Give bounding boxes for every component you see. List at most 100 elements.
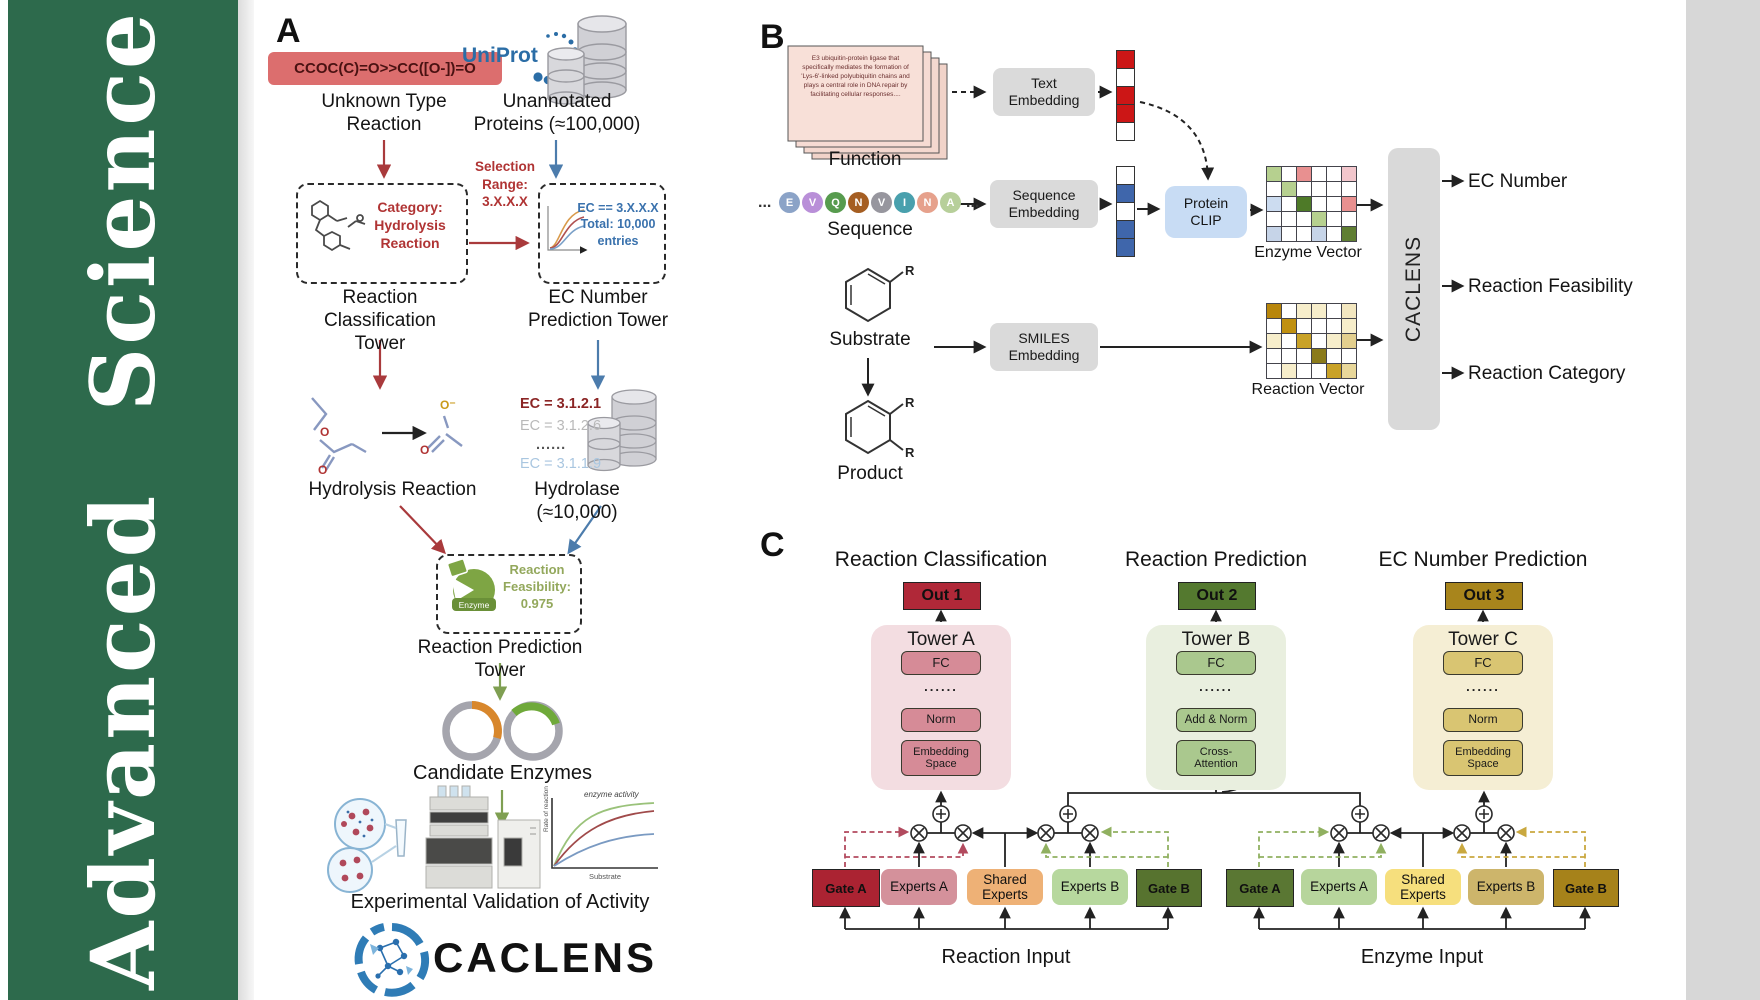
residue-circle-V: V (871, 192, 892, 213)
tower-b-dots: ...... (1199, 679, 1233, 694)
hydrolase-label: Hydrolase (≈10,000) (534, 479, 620, 524)
uniprot-dotted-ring (533, 32, 579, 85)
out3-box: Out 3 (1445, 582, 1523, 610)
classification-box-text: Category: Hydrolysis Reaction (374, 199, 446, 252)
experimental-validation-label: Experimental Validation of Activity (350, 891, 650, 913)
reaction-vector-matrix (1265, 302, 1357, 379)
residue-circle-I: I (894, 192, 915, 213)
output-ec-number: EC Number (1468, 171, 1568, 192)
panel-a-label: A (276, 12, 301, 50)
product-o-atom: O (420, 443, 430, 457)
out1-box: Out 1 (903, 582, 981, 610)
right-gate-a-box: Gate A (1226, 869, 1294, 907)
enzyme-activity-series-label: enzyme activity (584, 790, 639, 799)
residue-circle-A: A (940, 192, 961, 213)
tower-a-container: Tower A FC ...... Norm Embedding Space (871, 625, 1011, 790)
protein-clip-box: Protein CLIP (1165, 186, 1247, 238)
ester-o-atom: O (320, 425, 330, 439)
tower-a-title: Tower A (907, 629, 975, 650)
tower-a-norm: Norm (901, 708, 981, 732)
page-gutter (238, 0, 254, 1000)
sequence-ellipsis-left: ... (758, 194, 772, 211)
ec-item-3: EC = 3.1.1.9 (520, 456, 602, 472)
hplc-instrument-icon (425, 785, 541, 889)
sequence-ellipsis-right: ... (966, 194, 980, 211)
tower-c-dots: ...... (1466, 679, 1500, 694)
smiles-embedding-box: SMILES Embedding (990, 323, 1098, 371)
function-card-text: E3 ubiquitin-protein ligase that specifi… (801, 55, 910, 99)
left-experts-a-box: Experts A (881, 869, 957, 905)
column-title-reaction-classification: Reaction Classification (834, 548, 1048, 571)
tower-b-add-norm: Add & Norm (1176, 708, 1256, 732)
function-label: Function (828, 149, 902, 170)
caclens-wordmark: CACLENS (433, 934, 658, 981)
column-title-ec-number-prediction: EC Number Prediction (1378, 548, 1588, 571)
tower-a-fc: FC (901, 651, 981, 675)
journal-name: Advanced Science (71, 10, 175, 990)
residue-circle-V: V (802, 192, 823, 213)
reaction-classification-tower-label: Reaction Classification Tower (324, 287, 436, 355)
kinetics-chart-icon (551, 798, 658, 869)
candidate-enzymes-label: Candidate Enzymes (413, 762, 592, 784)
plasmid-icons (442, 701, 563, 761)
classification-dashed-box (296, 183, 468, 284)
substrate-r-label: R (905, 263, 915, 278)
tower-a-dots: ...... (924, 679, 958, 694)
smiles-reaction-box: CCOC(C)=O>>CC([O-])=O (268, 52, 502, 85)
caclens-bar-label: CACLENS (1402, 235, 1425, 343)
gate-feedback-lines (844, 826, 1586, 867)
reaction-input-label: Reaction Input (941, 946, 1071, 968)
residue-circle-N: N (917, 192, 938, 213)
sample-prep-icons (327, 798, 407, 893)
unannotated-proteins-label: Unannotated Proteins (≈100,000) (473, 91, 641, 136)
sequence-feature-vector (1115, 165, 1135, 257)
tower-a-embedding-space: Embedding Space (901, 740, 981, 776)
substrate-molecule (845, 267, 904, 323)
enzyme-input-label: Enzyme Input (1360, 946, 1484, 968)
text-feature-vector (1115, 49, 1135, 141)
panel-c-label: C (760, 526, 785, 564)
product-r1-label: R (905, 395, 915, 410)
out2-box: Out 2 (1178, 582, 1256, 610)
product-label: Product (837, 463, 903, 484)
rate-of-reaction-axis-label: Rate of reaction (543, 786, 550, 832)
substrate-label: Substrate (829, 329, 911, 350)
journal-sidebar (8, 0, 238, 1000)
right-experts-a-box: Experts A (1301, 869, 1377, 905)
tower-c-title: Tower C (1448, 629, 1518, 650)
ec-prediction-tower-label: EC Number Prediction Tower (527, 287, 669, 332)
caclens-model-bar: CACLENS (1388, 148, 1440, 430)
tower-b-container: Tower B FC ...... Add & Norm Cross- Atte… (1146, 625, 1286, 790)
ec-item-2: EC = 3.1.2.6 (520, 418, 602, 434)
panel-b-label: B (760, 18, 785, 56)
tower-b-cross-attention: Cross- Attention (1176, 740, 1256, 776)
carboxylate-o-atom: O⁻ (440, 398, 456, 412)
right-experts-b-box: Experts B (1468, 869, 1544, 905)
product-r2-label: R (905, 445, 915, 460)
right-gate-b-box: Gate B (1553, 869, 1619, 907)
caclens-logo-icon (354, 923, 430, 997)
page-right-margin (1686, 0, 1760, 1000)
ec-dashed-box (538, 183, 666, 284)
carbonyl-o-atom: O (318, 463, 328, 477)
residue-circle-E: E (779, 192, 800, 213)
uniprot-logo: UniProt (462, 44, 538, 67)
tower-b-fc: FC (1176, 651, 1256, 675)
residue-circle-Q: Q (825, 192, 846, 213)
reaction-prediction-tower-label: Reaction Prediction Tower (417, 637, 583, 682)
right-shared-experts-box: Shared Experts (1385, 869, 1461, 905)
output-reaction-feasibility: Reaction Feasibility (1468, 276, 1633, 297)
enzyme-vector-label: Enzyme Vector (1254, 244, 1362, 261)
feasibility-dashed-box (436, 554, 582, 634)
ec-item-dots: ...... (536, 437, 567, 453)
sum-product-nodes (910, 805, 1515, 842)
unknown-reaction-label: Unknown Type Reaction (321, 91, 447, 136)
residue-circle-N: N (848, 192, 869, 213)
hydrolysis-reaction-label: Hydrolysis Reaction (308, 479, 477, 500)
tower-b-title: Tower B (1181, 629, 1251, 650)
reaction-vector-label: Reaction Vector (1251, 381, 1365, 398)
left-shared-experts-box: Shared Experts (967, 869, 1043, 905)
substrate-axis-label: Substrate (588, 872, 622, 881)
